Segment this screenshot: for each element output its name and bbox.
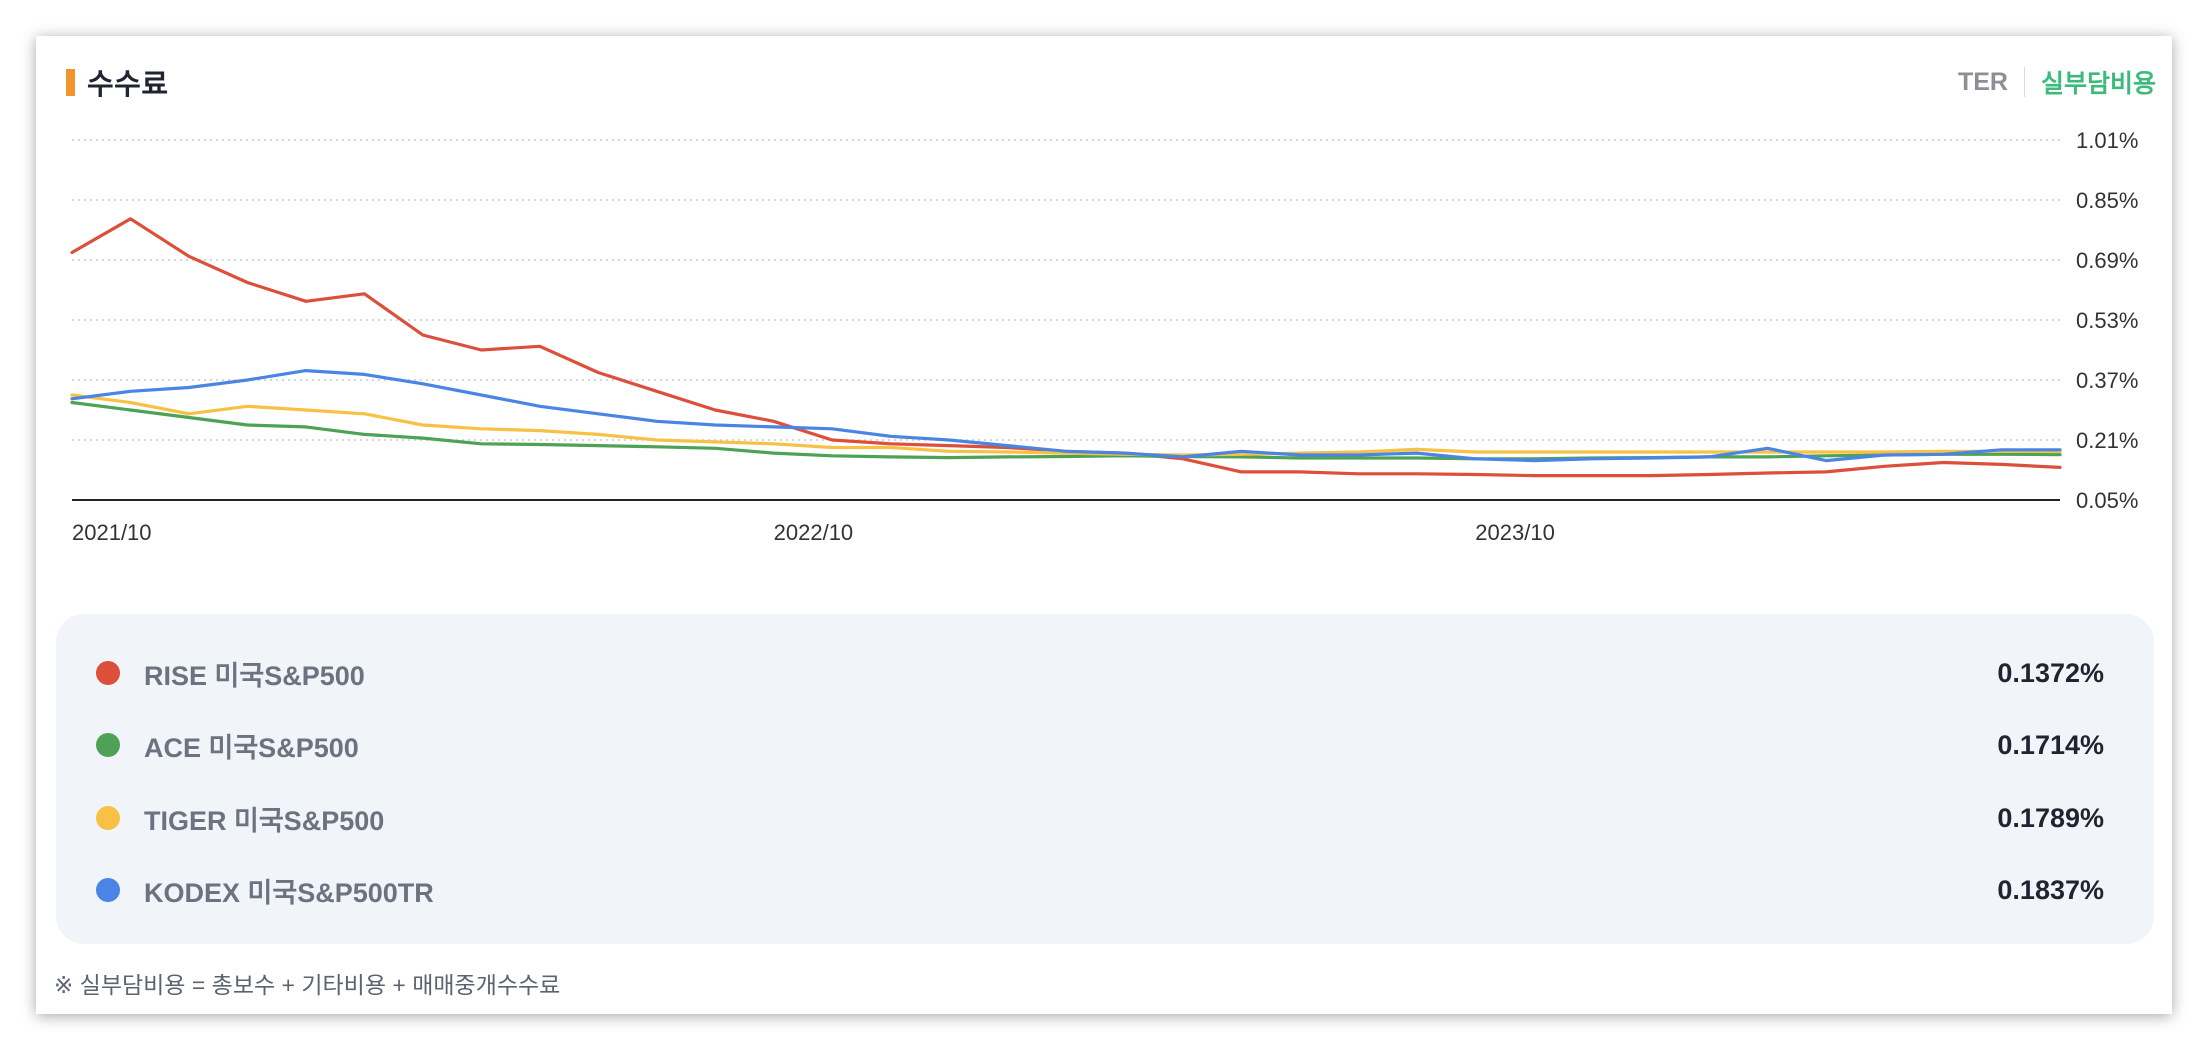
axes: 1.01% 0.85% 0.69% 0.53% 0.37% 0.21% 0.05% 2021/… bbox=[72, 128, 2138, 545]
series-line-rise bbox=[70, 217, 2062, 478]
grid-lines bbox=[72, 139, 2060, 441]
y-tick-label: 0.37% bbox=[2076, 368, 2138, 393]
legend-name-tiger: TIGER 미국S&P500 bbox=[144, 805, 385, 836]
x-tick-label: 2023/10 bbox=[1475, 520, 1555, 545]
title-accent-bar bbox=[66, 68, 75, 96]
fee-card: 수수료 TER 실부담비용 1.01% 0.85% 0.69% 0.53% 0.37% 0… bbox=[36, 36, 2172, 1014]
x-tick-label: 2021/10 bbox=[72, 520, 152, 545]
series-line-tiger bbox=[70, 393, 2062, 457]
toggle-real-cost[interactable]: 실부담비용 bbox=[2040, 70, 2156, 98]
legend-value-ace: 0.1714% bbox=[1997, 729, 2104, 760]
toggle-ter[interactable]: TER bbox=[1957, 67, 2008, 96]
section-header: 수수료 bbox=[66, 62, 169, 102]
series-line-ace bbox=[70, 400, 2062, 461]
legend-value-rise: 0.1372% bbox=[1997, 657, 2104, 688]
y-tick-label: 0.05% bbox=[2076, 488, 2138, 513]
legend-dot-ace bbox=[96, 733, 120, 757]
series-lines bbox=[70, 217, 2062, 478]
x-tick-label: 2022/10 bbox=[774, 520, 854, 545]
fee-type-toggle: TER 실부담비용 bbox=[1958, 64, 2156, 100]
legend-name-ace: ACE 미국S&P500 bbox=[144, 732, 359, 763]
fee-line-chart: 1.01% 0.85% 0.69% 0.53% 0.37% 0.21% 0.05% 2021/… bbox=[70, 128, 2138, 545]
legend-item-tiger[interactable]: TIGER 미국S&P500 0.1789% bbox=[96, 798, 2104, 838]
legend-name-rise: RISE 미국S&P500 bbox=[144, 660, 365, 691]
legend-panel: RISE 미국S&P500 0.1372% ACE 미국S&P500 0.171… bbox=[56, 614, 2154, 944]
legend-value-kodex: 0.1837% bbox=[1997, 874, 2104, 905]
legend-dot-kodex bbox=[96, 878, 120, 902]
legend-dot-rise bbox=[96, 661, 120, 685]
section-title: 수수료 bbox=[87, 69, 169, 101]
toggle-divider bbox=[2023, 67, 2025, 97]
legend-dot-tiger bbox=[96, 806, 120, 830]
y-tick-label: 1.01% bbox=[2076, 128, 2138, 153]
legend-value-tiger: 0.1789% bbox=[1997, 802, 2104, 833]
y-tick-label: 0.53% bbox=[2076, 308, 2138, 333]
series-line-kodex bbox=[70, 369, 2062, 463]
y-tick-label: 0.69% bbox=[2076, 248, 2138, 273]
legend-item-kodex[interactable]: KODEX 미국S&P500TR 0.1837% bbox=[96, 870, 2104, 910]
footnote: ※ 실부담비용 = 총보수 + 기타비용 + 매매중개수수료 bbox=[54, 972, 561, 998]
y-tick-label: 0.21% bbox=[2076, 428, 2138, 453]
y-tick-label: 0.85% bbox=[2076, 188, 2138, 213]
legend-item-ace[interactable]: ACE 미국S&P500 0.1714% bbox=[96, 725, 2104, 765]
legend-item-rise[interactable]: RISE 미국S&P500 0.1372% bbox=[96, 653, 2104, 693]
legend-name-kodex: KODEX 미국S&P500TR bbox=[144, 877, 434, 908]
